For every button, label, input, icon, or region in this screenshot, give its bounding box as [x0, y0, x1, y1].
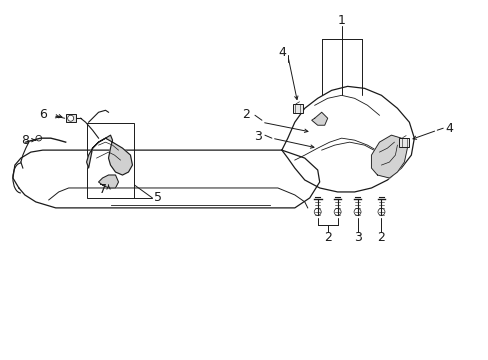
Bar — [399, 138, 408, 147]
Circle shape — [67, 115, 74, 121]
Polygon shape — [13, 150, 319, 208]
Polygon shape — [281, 86, 413, 192]
Text: 3: 3 — [353, 231, 361, 244]
Polygon shape — [86, 135, 132, 175]
Text: 4: 4 — [277, 46, 285, 59]
Text: 6: 6 — [39, 108, 47, 121]
Polygon shape — [371, 135, 407, 178]
Text: 2: 2 — [377, 231, 385, 244]
Text: 1: 1 — [337, 14, 345, 27]
Text: 4: 4 — [444, 122, 452, 135]
Text: 8: 8 — [21, 134, 29, 147]
Text: 2: 2 — [323, 231, 331, 244]
Polygon shape — [311, 112, 327, 125]
Text: 3: 3 — [254, 130, 262, 143]
Text: 5: 5 — [154, 192, 162, 204]
Bar — [65, 114, 76, 122]
Polygon shape — [99, 175, 118, 188]
Bar — [86, 123, 134, 198]
Text: 2: 2 — [242, 108, 249, 121]
Bar — [292, 104, 302, 113]
Text: 7: 7 — [99, 184, 106, 197]
